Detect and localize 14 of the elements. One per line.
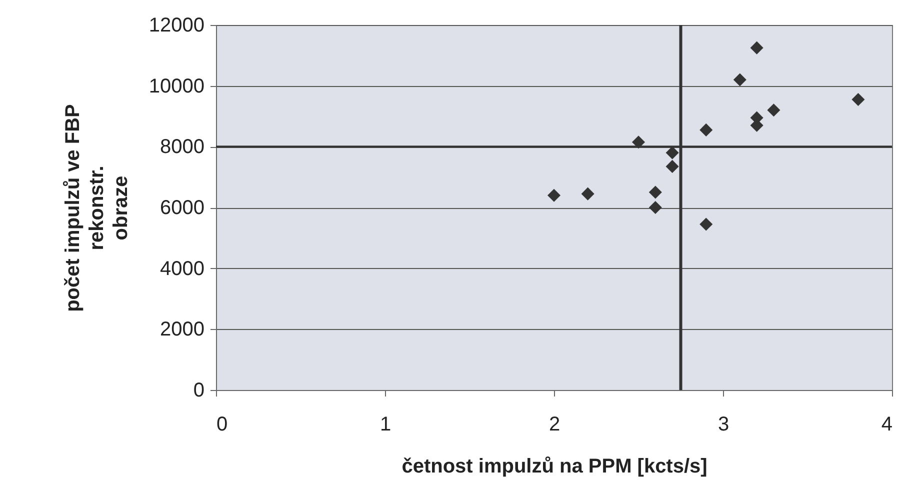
y-tick-label: 2000 xyxy=(160,318,204,341)
y-tick-label: 10000 xyxy=(148,75,204,98)
y-tick-label: 6000 xyxy=(160,197,204,219)
y-tick-label: 4000 xyxy=(160,258,204,280)
y-tick-label: 0 xyxy=(193,380,204,402)
x-tick-label: 3 xyxy=(718,414,730,436)
y-axis-title: počet impulzů ve FBP rekonstr. obraze xyxy=(62,104,132,312)
x-tick-label: 1 xyxy=(380,414,392,436)
x-tick-label: 2 xyxy=(548,414,560,436)
x-tick-label: 0 xyxy=(216,414,228,436)
y-tick-label: 8000 xyxy=(160,136,204,158)
x-tick-label: 4 xyxy=(881,414,892,436)
x-axis-title: četnost impulzů na PPM [kcts/s] xyxy=(402,456,708,478)
y-tick-label: 12000 xyxy=(148,14,204,36)
